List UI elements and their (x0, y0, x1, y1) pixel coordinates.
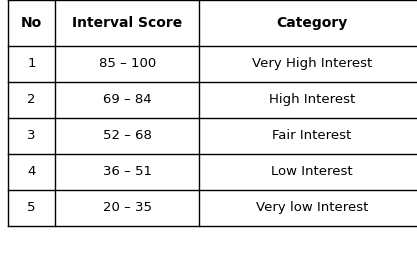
Text: 85 – 100: 85 – 100 (99, 57, 156, 70)
Text: 1: 1 (27, 57, 36, 70)
Text: 52 – 68: 52 – 68 (103, 129, 152, 142)
Text: 69 – 84: 69 – 84 (103, 93, 152, 106)
Text: Low Interest: Low Interest (271, 165, 353, 178)
Text: No: No (21, 16, 42, 30)
Text: Category: Category (276, 16, 347, 30)
Text: 3: 3 (27, 129, 36, 142)
Text: 36 – 51: 36 – 51 (103, 165, 152, 178)
Text: High Interest: High Interest (269, 93, 355, 106)
Text: 4: 4 (27, 165, 36, 178)
Text: 5: 5 (27, 201, 36, 214)
Text: 2: 2 (27, 93, 36, 106)
Text: 20 – 35: 20 – 35 (103, 201, 152, 214)
Text: Fair Interest: Fair Interest (272, 129, 352, 142)
Text: Very High Interest: Very High Interest (252, 57, 372, 70)
Text: Interval Score: Interval Score (72, 16, 183, 30)
Text: Very low Interest: Very low Interest (256, 201, 368, 214)
